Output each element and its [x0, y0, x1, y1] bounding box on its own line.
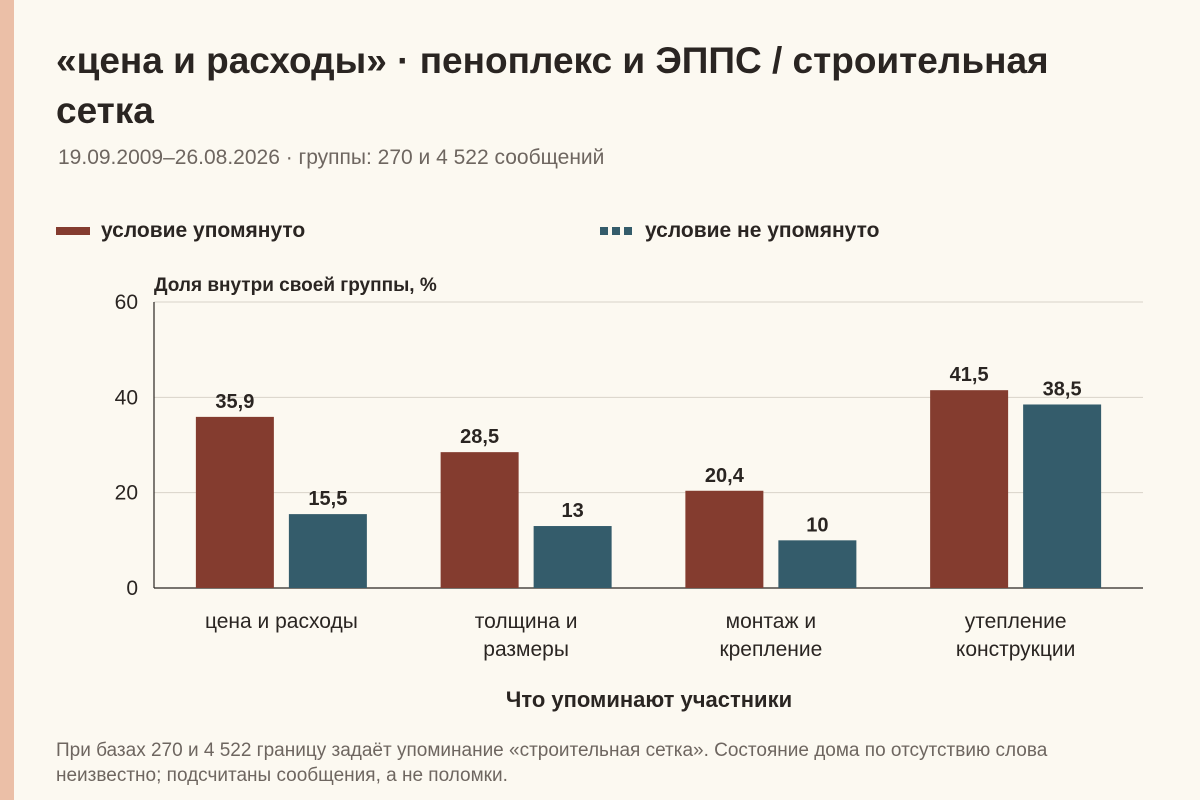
left-accent-stripe: [0, 0, 14, 800]
bar-value-label: 15,5: [308, 488, 347, 510]
bar-value-label: 35,9: [215, 391, 254, 413]
y-axis-label: Доля внутри своей группы, %: [154, 275, 437, 296]
legend-item-mentioned: условие упомянуто: [56, 219, 305, 243]
bars: 35,9 15,5 28,5 13 20,4 10 41,5 38,5: [195, 364, 1102, 588]
x-tick-label: монтаж и: [726, 610, 816, 633]
x-tick-label: утепление: [965, 610, 1067, 633]
page-title: «цена и расходы» · пеноплекс и ЭППС / ст…: [56, 40, 1049, 131]
legend-swatch-not-mentioned: [600, 227, 634, 235]
bar: [778, 540, 857, 588]
bar-value-label: 41,5: [950, 364, 989, 386]
bar-value-label: 20,4: [705, 465, 745, 487]
x-tick-label: размеры: [483, 638, 569, 661]
page-subtitle: 19.09.2009–26.08.2026 · группы: 270 и 4 …: [58, 146, 605, 169]
bar: [440, 452, 519, 588]
bar: [930, 390, 1009, 588]
bar: [1023, 404, 1102, 588]
bar: [195, 416, 274, 588]
x-axis-label: Что упоминают участники: [506, 687, 792, 712]
y-tick-label: 40: [115, 386, 138, 409]
x-tick-label: крепление: [719, 638, 822, 661]
footnote: При базах 270 и 4 522 границу задаёт упо…: [56, 740, 1048, 786]
y-tick-label: 20: [115, 482, 138, 505]
bar: [533, 526, 612, 588]
bar: [685, 490, 764, 588]
y-tick-label: 60: [115, 291, 138, 314]
bar-value-label: 38,5: [1043, 378, 1082, 400]
bar: [288, 514, 367, 588]
y-tick-label: 0: [126, 577, 138, 600]
legend-label-mentioned: условие упомянуто: [101, 219, 306, 242]
x-tick-label: цена и расходы: [205, 610, 358, 633]
bar-value-label: 10: [806, 514, 828, 536]
legend-item-not-mentioned: условие не упомянуто: [600, 219, 879, 243]
legend-label-not-mentioned: условие не упомянуто: [645, 219, 880, 242]
legend-swatch-mentioned: [56, 227, 90, 235]
x-tick-label: толщина и: [475, 610, 578, 633]
y-axis-ticks: 0 20 40 60: [115, 291, 138, 600]
bar-value-label: 13: [562, 500, 584, 522]
x-axis-ticks: цена и расходы толщина и размеры монтаж и кр…: [205, 610, 1075, 661]
x-tick-label: конструкции: [956, 638, 1075, 661]
bar-value-label: 28,5: [460, 426, 499, 448]
